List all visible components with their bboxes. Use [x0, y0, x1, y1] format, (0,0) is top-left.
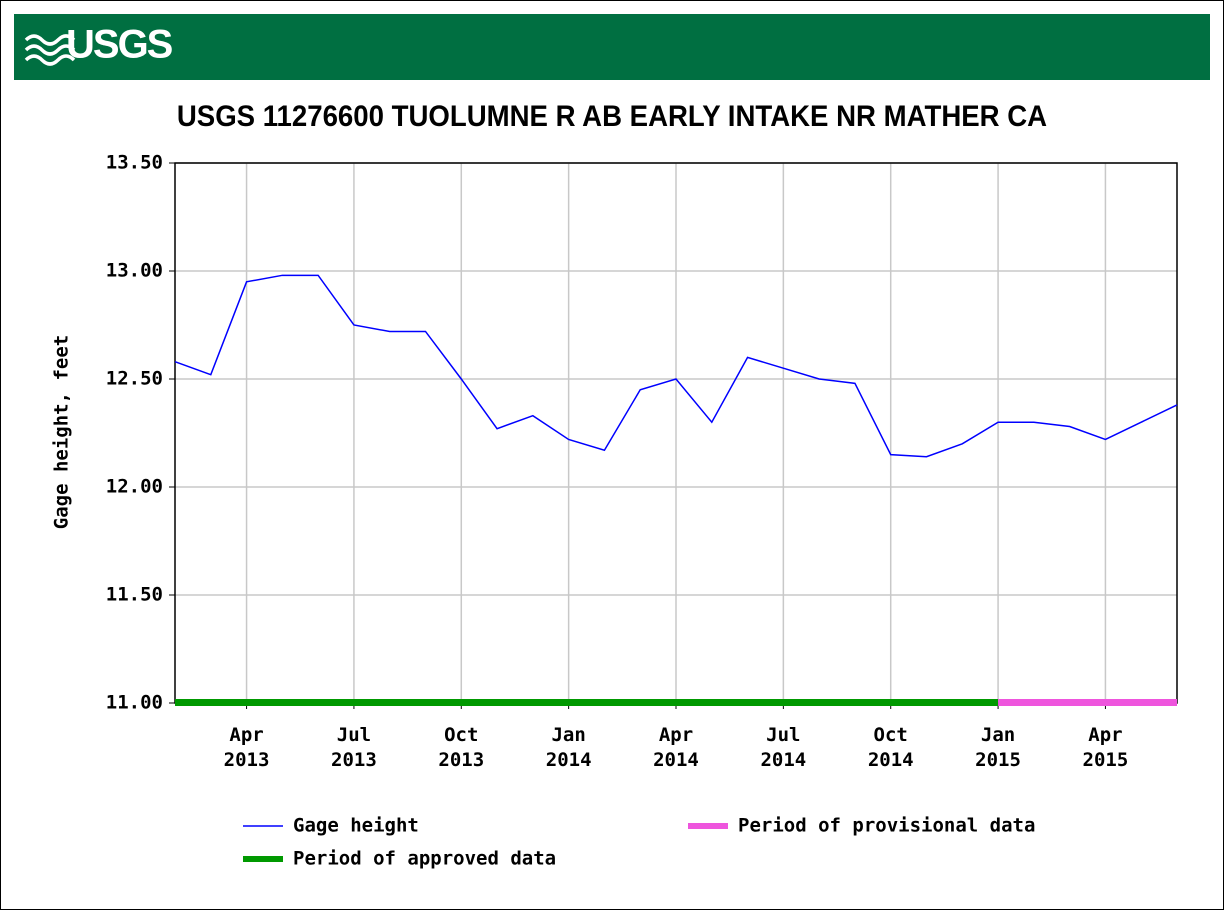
y-tick-label: 12.00	[106, 476, 163, 498]
y-axis-label: Gage height, feet	[51, 335, 73, 529]
x-tick-label: Jul 2013	[331, 724, 377, 771]
y-tick-label: 13.00	[106, 260, 163, 282]
x-tick-label: Oct 2013	[438, 724, 485, 771]
y-tick-label: 13.50	[106, 152, 163, 174]
legend-entry: Period of approved data	[293, 848, 556, 870]
x-tick-label: Apr 2014	[653, 724, 699, 771]
y-tick-label: 11.00	[106, 692, 163, 714]
x-tick-label: Jan 2014	[545, 724, 592, 771]
x-tick-label: Oct 2014	[867, 724, 914, 771]
logo-waves	[24, 34, 76, 66]
y-tick-label: 11.50	[106, 584, 163, 606]
x-tick-label: Apr 2015	[1082, 724, 1129, 771]
x-tick-label: Jan 2015	[975, 724, 1021, 771]
period-bar	[998, 699, 1177, 706]
legend-entry: Gage height	[293, 815, 419, 837]
y-tick-label: 12.50	[106, 368, 163, 390]
period-bar	[175, 699, 999, 706]
legend-entry: Period of provisional data	[738, 815, 1035, 837]
data-line	[174, 274, 1178, 458]
x-tick-label: Apr 2013	[223, 724, 270, 771]
header-bar	[14, 14, 1210, 80]
logo-text: USGS	[66, 23, 173, 67]
chart-title: USGS 11276600 TUOLUMNE R AB EARLY INTAKE…	[177, 100, 1047, 133]
x-tick-label: Jul 2014	[760, 724, 807, 771]
